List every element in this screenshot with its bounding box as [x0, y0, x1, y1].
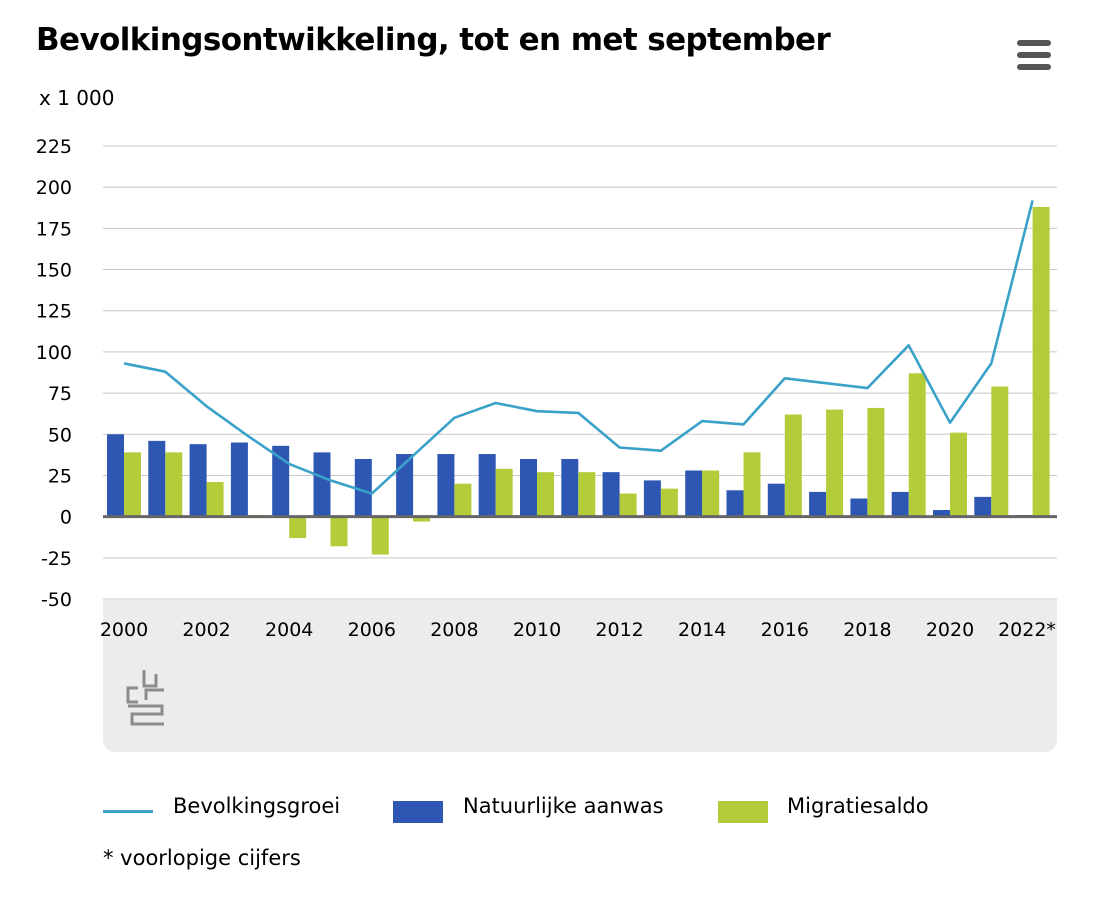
- y-tick-label: -25: [41, 548, 72, 570]
- bar-natuurlijke-aanwas: [354, 458, 372, 517]
- y-tick-label: 100: [36, 342, 72, 364]
- bar-migratiesaldo: [784, 414, 802, 517]
- y-tick-label: 225: [36, 136, 72, 158]
- bar-migratiesaldo: [991, 386, 1009, 517]
- bar-natuurlijke-aanwas: [396, 454, 414, 517]
- y-tick-label: 175: [36, 218, 72, 240]
- x-tick-label: 2020: [926, 619, 974, 641]
- bar-natuurlijke-aanwas: [561, 458, 579, 517]
- bar-natuurlijke-aanwas: [891, 491, 909, 517]
- x-tick-label: 2008: [430, 619, 478, 641]
- bar-natuurlijke-aanwas: [520, 458, 537, 517]
- legend-swatch-blue: [393, 801, 443, 823]
- bar-natuurlijke-aanwas: [437, 454, 455, 517]
- x-tick-label: 2016: [761, 619, 809, 641]
- bar-migratiesaldo: [950, 432, 967, 517]
- menu-icon[interactable]: [1015, 40, 1053, 70]
- bar-natuurlijke-aanwas: [602, 472, 620, 517]
- legend-swatch-green: [718, 801, 768, 823]
- bar-natuurlijke-aanwas: [643, 480, 661, 517]
- bar-migratiesaldo: [908, 373, 926, 517]
- bar-migratiesaldo: [289, 516, 307, 539]
- x-tick-label: 2010: [513, 619, 561, 641]
- bar-migratiesaldo: [619, 493, 637, 517]
- y-tick-label: 125: [36, 301, 72, 323]
- footnote: * voorlopige cijfers: [103, 846, 301, 870]
- bar-migratiesaldo: [867, 407, 885, 517]
- bar-natuurlijke-aanwas: [148, 440, 166, 517]
- bar-natuurlijke-aanwas: [974, 496, 992, 517]
- x-tick-label: 2018: [843, 619, 891, 641]
- bar-natuurlijke-aanwas: [313, 452, 331, 517]
- y-tick-label: 75: [48, 383, 72, 405]
- bar-migratiesaldo: [743, 452, 761, 517]
- y-tick-label: 200: [36, 177, 72, 199]
- legend-label: Bevolkingsgroei: [173, 794, 341, 818]
- x-tick-label: 2012: [595, 619, 643, 641]
- x-tick-label: 2004: [265, 619, 313, 641]
- bar-migratiesaldo: [206, 482, 224, 517]
- legend-label: Migratiesaldo: [787, 794, 929, 818]
- bar-migratiesaldo: [454, 483, 472, 517]
- bar-natuurlijke-aanwas: [230, 442, 248, 517]
- bar-natuurlijke-aanwas: [850, 498, 868, 517]
- legend-swatch-line: [103, 810, 153, 813]
- x-tick-label: 2002: [182, 619, 230, 641]
- y-tick-label: 0: [60, 507, 72, 529]
- bar-natuurlijke-aanwas: [767, 483, 785, 517]
- bar-natuurlijke-aanwas: [933, 510, 950, 517]
- bar-natuurlijke-aanwas: [726, 490, 744, 517]
- bar-migratiesaldo: [578, 472, 596, 517]
- x-tick-label: 2014: [678, 619, 726, 641]
- chart-footer-panel: [103, 600, 1057, 752]
- bar-migratiesaldo: [660, 488, 678, 517]
- y-tick-label: 25: [48, 465, 72, 487]
- x-tick-label: 2000: [100, 619, 148, 641]
- bar-migratiesaldo: [371, 516, 389, 555]
- chart-legend: Bevolkingsgroei Natuurlijke aanwas Migra…: [0, 794, 1094, 824]
- chart-plot: 225 200 175 150 125 100 75 50 25 0 -25 -50 2000 2002…: [36, 136, 1057, 641]
- bar-natuurlijke-aanwas: [272, 445, 290, 517]
- bar-migratiesaldo: [330, 516, 348, 547]
- bar-natuurlijke-aanwas: [107, 434, 124, 517]
- bar-migratiesaldo: [826, 409, 844, 517]
- y-tick-label: -50: [41, 589, 72, 611]
- bar-migratiesaldo: [1032, 206, 1050, 517]
- bar-natuurlijke-aanwas: [478, 454, 496, 517]
- bar-migratiesaldo: [537, 472, 554, 517]
- bar-migratiesaldo: [413, 516, 431, 522]
- bar-migratiesaldo: [124, 452, 141, 517]
- chart-title: Bevolkingsontwikkeling, tot en met septe…: [36, 22, 831, 58]
- legend-label: Natuurlijke aanwas: [463, 794, 664, 818]
- cbs-logo-icon: [126, 670, 164, 726]
- line-bevolkingsgroei: [123, 200, 1034, 495]
- y-tick-label: 150: [36, 260, 72, 282]
- y-axis-unit-label: x 1 000: [39, 86, 115, 110]
- bar-migratiesaldo: [495, 468, 513, 517]
- x-tick-label: 2006: [348, 619, 396, 641]
- bar-natuurlijke-aanwas: [685, 470, 703, 517]
- x-tick-label: 2022*: [998, 619, 1056, 641]
- bar-natuurlijke-aanwas: [189, 444, 207, 517]
- bar-migratiesaldo: [702, 470, 720, 517]
- bar-migratiesaldo: [165, 452, 183, 517]
- y-tick-label: 50: [48, 424, 72, 446]
- bar-natuurlijke-aanwas: [809, 491, 827, 517]
